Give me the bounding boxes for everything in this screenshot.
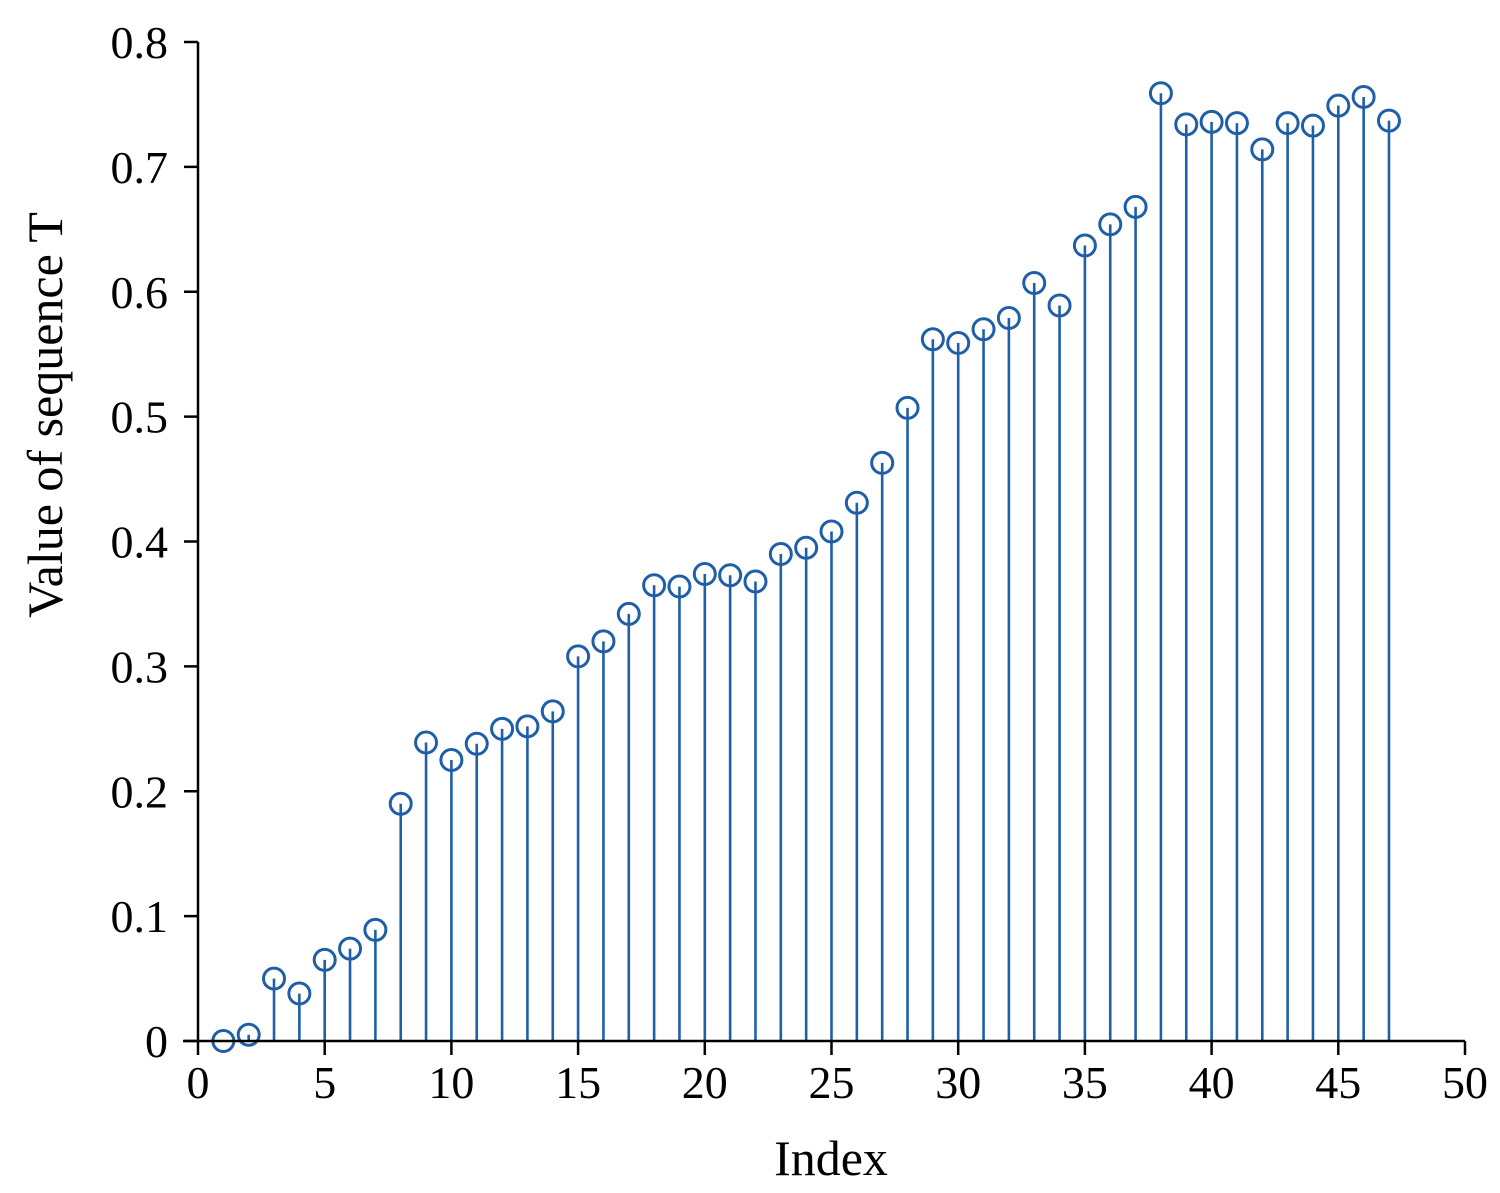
stem-marker [1123, 194, 1148, 219]
stem-marker [996, 305, 1021, 330]
x-tick-label: 40 [1189, 1057, 1235, 1108]
stem-marker [1326, 93, 1351, 118]
x-tick-label: 30 [935, 1057, 981, 1108]
stem-marker [262, 966, 287, 991]
stem-marker [591, 629, 616, 654]
stem-marker [794, 535, 819, 560]
y-tick-label: 0.3 [111, 641, 169, 692]
stem-marker [1072, 233, 1097, 258]
stem-marker [743, 569, 768, 594]
x-tick-label: 50 [1442, 1057, 1488, 1108]
stem-marker [1098, 212, 1123, 237]
stem-marker [1047, 293, 1072, 318]
stem-marker [1300, 113, 1325, 138]
stem-marker [718, 563, 743, 588]
x-tick-label: 45 [1315, 1057, 1361, 1108]
stem-marker [1022, 271, 1047, 296]
stem-marker [287, 981, 312, 1006]
stem-marker [388, 791, 413, 816]
y-tick-label: 0 [145, 1016, 168, 1067]
stem-marker [1148, 81, 1173, 106]
stem-marker [844, 490, 869, 515]
y-tick-label: 0.4 [111, 517, 169, 568]
stem-marker [439, 748, 464, 773]
y-axis-ticks: 0 0.1 0.2 0.3 0.4 0.5 0.6 0.7 0.8 [111, 17, 198, 1067]
x-tick-label: 35 [1062, 1057, 1108, 1108]
stem-markers [211, 81, 1401, 1053]
stem-marker [236, 1022, 261, 1047]
x-tick-label: 25 [809, 1057, 855, 1108]
stem-marker [490, 716, 515, 741]
x-axis-label: Index [774, 1130, 888, 1186]
stem-marker [768, 541, 793, 566]
y-axis-label: Value of sequence T [17, 212, 73, 618]
stem-marker [464, 731, 489, 756]
stem-marker [515, 714, 540, 739]
stem-marker [1376, 108, 1401, 133]
stem-marker [1351, 84, 1376, 109]
stem-lines [247, 93, 1391, 1041]
y-tick-label: 0.6 [111, 267, 169, 318]
x-tick-label: 20 [682, 1057, 728, 1108]
stem-marker [566, 644, 591, 669]
stem-marker [642, 573, 667, 598]
stem-marker [1174, 112, 1199, 137]
stem-marker [338, 936, 363, 961]
stem-marker [312, 947, 337, 972]
x-axis-ticks: 0 5 10 15 20 25 30 35 40 45 50 [187, 1041, 1488, 1108]
stem-marker [667, 574, 692, 599]
stem-marker [1224, 111, 1249, 136]
x-tick-label: 15 [555, 1057, 601, 1108]
x-tick-label: 10 [428, 1057, 474, 1108]
stem-marker [1250, 137, 1275, 162]
axes [183, 42, 1465, 1043]
y-tick-label: 0.5 [111, 392, 169, 443]
stem-marker [616, 601, 641, 626]
stem-marker [692, 561, 717, 586]
x-tick-label: 5 [313, 1057, 336, 1108]
stem-marker [946, 330, 971, 355]
stem-marker [819, 519, 844, 544]
stem-marker [414, 730, 439, 755]
stem-marker [920, 327, 945, 352]
stem-marker [1275, 111, 1300, 136]
y-tick-label: 0.1 [111, 891, 169, 942]
stem-marker [870, 450, 895, 475]
y-tick-label: 0.8 [111, 17, 169, 68]
stem-marker [363, 917, 388, 942]
stem-marker [895, 395, 920, 420]
stem-marker [971, 317, 996, 342]
y-tick-label: 0.2 [111, 766, 169, 817]
x-tick-label: 0 [187, 1057, 210, 1108]
stem-marker [1199, 109, 1224, 134]
y-tick-label: 0.7 [111, 142, 169, 193]
stem-marker [540, 699, 565, 724]
